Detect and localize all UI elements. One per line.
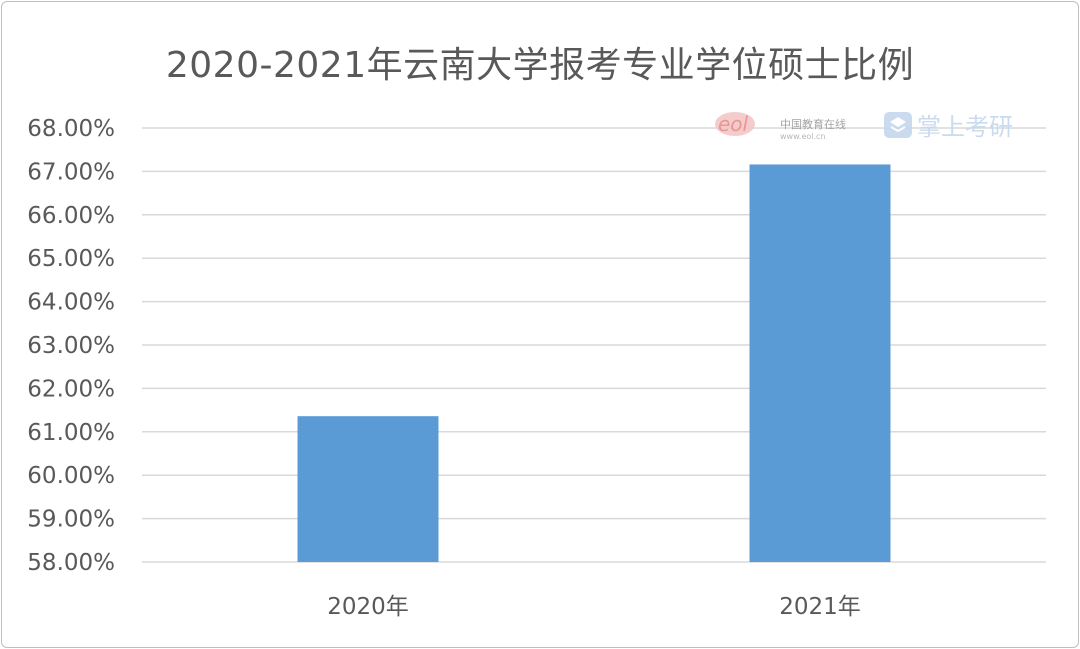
- y-tick-label: 59.00%: [27, 507, 115, 533]
- y-tick-label: 66.00%: [27, 203, 115, 229]
- y-tick-label: 58.00%: [27, 550, 115, 576]
- y-tick-label: 68.00%: [27, 116, 115, 142]
- y-tick-label: 61.00%: [27, 420, 115, 446]
- bar: [749, 164, 891, 562]
- y-tick-label: 64.00%: [27, 290, 115, 316]
- y-tick-label: 63.00%: [27, 333, 115, 359]
- watermark-cn-text: 中国教育在线: [780, 117, 846, 131]
- x-axis-category-labels: 2020年 2021年: [327, 594, 861, 620]
- watermark: eol 中国教育在线 www.eol.cn 掌上考研: [715, 112, 1013, 141]
- gridlines: [142, 127, 1046, 563]
- y-tick-label: 62.00%: [27, 376, 115, 402]
- eol-logo-text: eol: [718, 112, 749, 136]
- brand-logo-icon: [884, 112, 912, 138]
- x-category-label: 2021年: [779, 594, 861, 620]
- bar: [297, 416, 439, 562]
- watermark-url-text: www.eol.cn: [780, 132, 826, 141]
- y-tick-label: 60.00%: [27, 463, 115, 489]
- eol-logo-swoosh: [715, 112, 755, 136]
- eol-logo: eol: [715, 112, 755, 136]
- watermark-brand-text: 掌上考研: [917, 113, 1013, 141]
- bars: [297, 164, 891, 562]
- chart-title: 2020-2021年云南大学报考专业学位硕士比例: [165, 45, 915, 86]
- y-tick-label: 65.00%: [27, 246, 115, 272]
- y-axis-tick-labels: 58.00% 59.00% 60.00% 61.00% 62.00% 63.00% 64.0…: [27, 116, 115, 576]
- x-category-label: 2020年: [327, 594, 409, 620]
- y-tick-label: 67.00%: [27, 159, 115, 185]
